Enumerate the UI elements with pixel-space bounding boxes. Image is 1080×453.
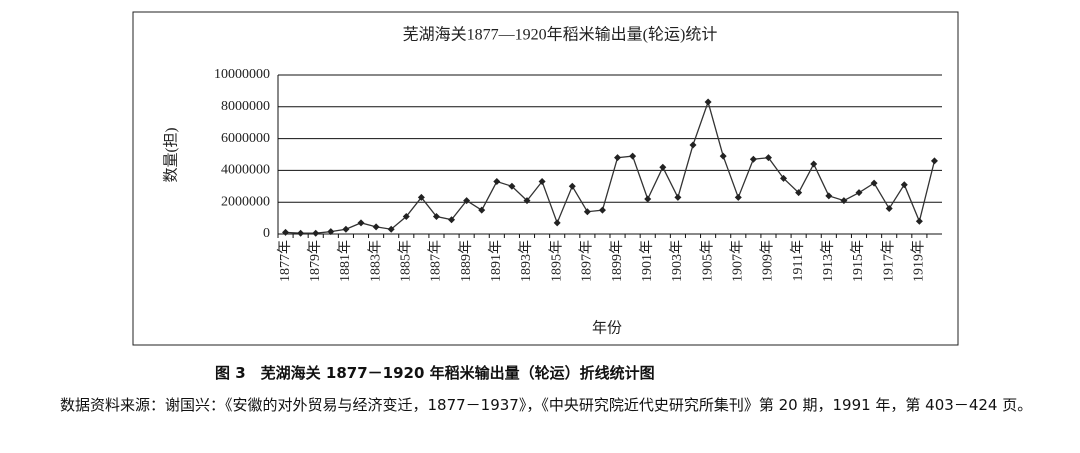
data-point (327, 228, 335, 236)
data-point (659, 163, 667, 171)
y-tick-label: 6000000 (221, 131, 270, 146)
x-tick-label: 1913年 (820, 240, 836, 282)
x-tick-label: 1877年 (277, 240, 293, 282)
figure-caption: 图 3 芜湖海关 1877－1920 年稻米输出量（轮运）折线统计图 (215, 364, 655, 382)
data-point (885, 205, 893, 213)
x-tick-label: 1917年 (880, 240, 896, 282)
x-tick-label: 1905年 (699, 240, 715, 282)
data-point (417, 193, 425, 201)
chart: 芜湖海关1877—1920年稻米输出量(轮运)统计 数量(担) 年份 0 2000… (132, 11, 959, 346)
x-tick-label: 1885年 (397, 240, 413, 282)
data-point (448, 216, 456, 224)
source-note: 数据资料来源：谢国兴：《安徽的对外贸易与经济变迁，1877－1937》，《中央研… (60, 396, 1033, 414)
data-point (780, 174, 788, 182)
data-point (870, 179, 878, 187)
data-point (568, 182, 576, 190)
x-tick-label: 1911年 (790, 240, 806, 281)
x-tick-label: 1899年 (609, 240, 625, 282)
y-tick-label: 2000000 (221, 194, 270, 209)
data-point (493, 178, 501, 186)
data-point (915, 217, 923, 225)
data-point (372, 223, 380, 231)
data-point (795, 189, 803, 197)
x-tick-label: 1889年 (458, 240, 474, 282)
data-point (719, 152, 727, 160)
data-point (749, 155, 757, 163)
x-tick-label: 1883年 (367, 240, 383, 282)
x-tick-label: 1915年 (850, 240, 866, 282)
data-point (463, 197, 471, 205)
x-tick-label: 1881年 (337, 240, 353, 282)
chart-frame (132, 11, 959, 346)
data-point (704, 98, 712, 106)
x-tick-label: 1891年 (488, 240, 504, 282)
data-point (357, 219, 365, 227)
x-axis-title: 年份 (592, 319, 622, 336)
y-tick-label: 10000000 (214, 67, 270, 82)
data-point (282, 228, 290, 236)
x-tick-label: 1895年 (548, 240, 564, 282)
data-point (840, 197, 848, 205)
data-point (297, 229, 305, 237)
x-tick-label: 1903年 (669, 240, 685, 282)
data-point (930, 157, 938, 165)
data-line (285, 99, 936, 234)
chart-title: 芜湖海关1877—1920年稻米输出量(轮运)统计 (403, 26, 718, 44)
data-point (478, 206, 486, 214)
data-point (342, 225, 350, 233)
x-tick-label: 1887年 (428, 240, 444, 282)
data-point (764, 154, 772, 162)
data-point (538, 178, 546, 186)
y-tick-label: 4000000 (221, 163, 270, 178)
data-point (523, 197, 531, 205)
data-point (583, 208, 591, 216)
y-tick-label: 8000000 (221, 99, 270, 114)
x-tick-label: 1879年 (307, 240, 323, 282)
data-point (825, 192, 833, 200)
data-point (614, 154, 622, 162)
data-point (598, 206, 606, 214)
data-point (387, 225, 395, 233)
x-tick-label: 1893年 (518, 240, 534, 282)
data-point (644, 195, 652, 203)
y-tick-label: 0 (263, 226, 270, 241)
data-point (432, 213, 440, 221)
data-point (674, 193, 682, 201)
data-point (734, 193, 742, 201)
y-axis-title: 数量(担) (162, 128, 179, 183)
x-tick-label: 1901年 (639, 240, 655, 282)
data-point (629, 152, 637, 160)
data-point (553, 219, 561, 227)
data-point (312, 229, 320, 237)
data-point (900, 181, 908, 189)
data-point (855, 189, 863, 197)
data-point (402, 213, 410, 221)
data-point (810, 160, 818, 168)
data-point (508, 182, 516, 190)
x-tick-label: 1909年 (760, 240, 776, 282)
x-tick-label: 1907年 (729, 240, 745, 282)
x-tick-label: 1919年 (911, 240, 927, 282)
data-point (689, 141, 697, 149)
x-tick-label: 1897年 (579, 240, 595, 282)
